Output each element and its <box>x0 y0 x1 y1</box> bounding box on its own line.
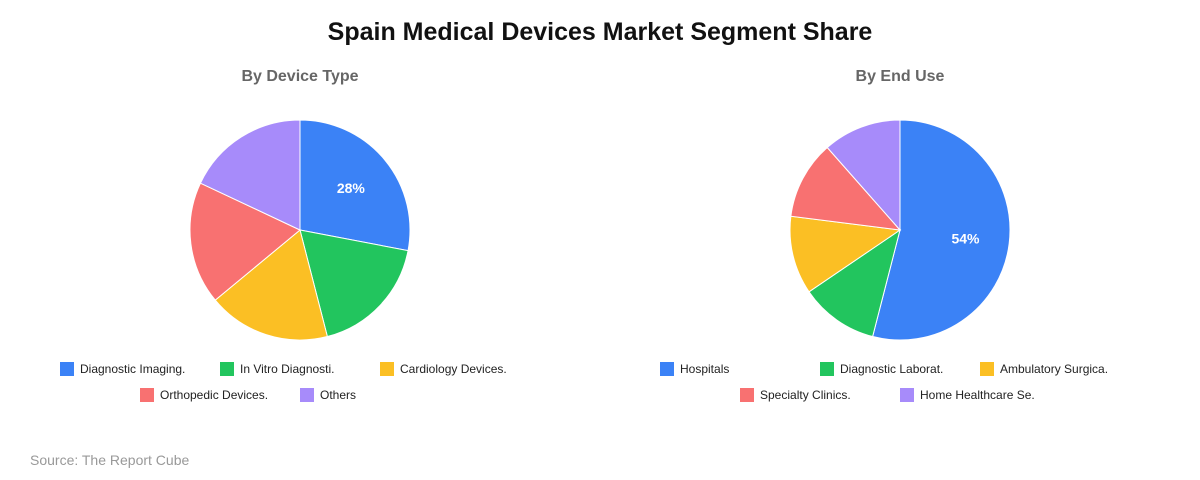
page-title: Spain Medical Devices Market Segment Sha… <box>327 18 873 46</box>
legend-item-in-vitro-diagnosti[interactable]: In Vitro Diagnosti. <box>220 361 335 377</box>
legend-label: In Vitro Diagnosti. <box>240 362 335 376</box>
pie-chart-device-type: 28% <box>189 119 411 341</box>
legend-item-cardiology-devices[interactable]: Cardiology Devices. <box>380 361 507 377</box>
legend-label: Diagnostic Laborat. <box>840 362 944 376</box>
legend-label: Diagnostic Imaging. <box>80 362 186 376</box>
pie-slice-home-healthcare-se <box>826 119 901 232</box>
legend-label: Others <box>320 388 357 402</box>
legend-label: Orthopedic Devices. <box>160 388 269 402</box>
legend-label: Ambulatory Surgica. <box>1000 362 1109 376</box>
legend-swatch <box>980 362 994 376</box>
pie-slice-others <box>199 119 301 231</box>
legend-end-use: Hospitals Diagnostic Laborat. Ambulatory S… <box>600 360 1200 420</box>
legend-swatch <box>140 388 154 402</box>
legend-item-diagnostic-imaging[interactable]: Diagnostic Imaging. <box>60 361 185 377</box>
pie-slice-ambulatory-surgica <box>789 215 902 293</box>
legend-item-diagnostic-laborat[interactable]: Diagnostic Laborat. <box>820 361 943 377</box>
pie-slice-hospitals <box>872 119 1011 341</box>
legend-item-hospitals[interactable]: Hospitals <box>660 361 729 377</box>
legend-label: Hospitals <box>680 362 730 376</box>
legend-device-type: Diagnostic Imaging. In Vitro Diagnosti. Ca… <box>0 360 600 420</box>
pie-chart-end-use: 54% <box>789 119 1011 341</box>
legend-item-others[interactable]: Others <box>300 387 356 403</box>
legend-item-orthopedic-devices[interactable]: Orthopedic Devices. <box>140 387 268 403</box>
pie-slice-diagnostic-imaging <box>299 119 411 252</box>
legend-swatch <box>380 362 394 376</box>
legend-swatch <box>900 388 914 402</box>
legend-swatch <box>220 362 234 376</box>
legend-swatch <box>820 362 834 376</box>
legend-swatch <box>300 388 314 402</box>
legend-swatch <box>660 362 674 376</box>
legend-label: Home Healthcare Se. <box>920 388 1035 402</box>
legend-item-ambulatory-surgica[interactable]: Ambulatory Surgica. <box>980 361 1108 377</box>
pie-slice-in-vitro-diagnosti <box>299 229 409 338</box>
pie-data-label: 54% <box>951 230 980 246</box>
legend-item-home-healthcare-se[interactable]: Home Healthcare Se. <box>900 387 1035 403</box>
chart-title-device-type: By Device Type <box>241 68 359 85</box>
chart-title-end-use: By End Use <box>855 68 945 85</box>
legend-label: Specialty Clinics. <box>760 388 851 402</box>
pie-data-label: 28% <box>337 180 366 196</box>
legend-item-specialty-clinics[interactable]: Specialty Clinics. <box>740 387 851 403</box>
legend-label: Cardiology Devices. <box>400 362 507 376</box>
pie-slice-cardiology-devices <box>214 229 328 341</box>
legend-swatch <box>60 362 74 376</box>
legend-swatch <box>740 388 754 402</box>
pie-slice-orthopedic-devices <box>189 182 301 301</box>
pie-slice-diagnostic-laborat <box>808 228 901 338</box>
source-note: Source: The Report Cube <box>30 452 190 468</box>
pie-slice-specialty-clinics <box>790 146 902 231</box>
